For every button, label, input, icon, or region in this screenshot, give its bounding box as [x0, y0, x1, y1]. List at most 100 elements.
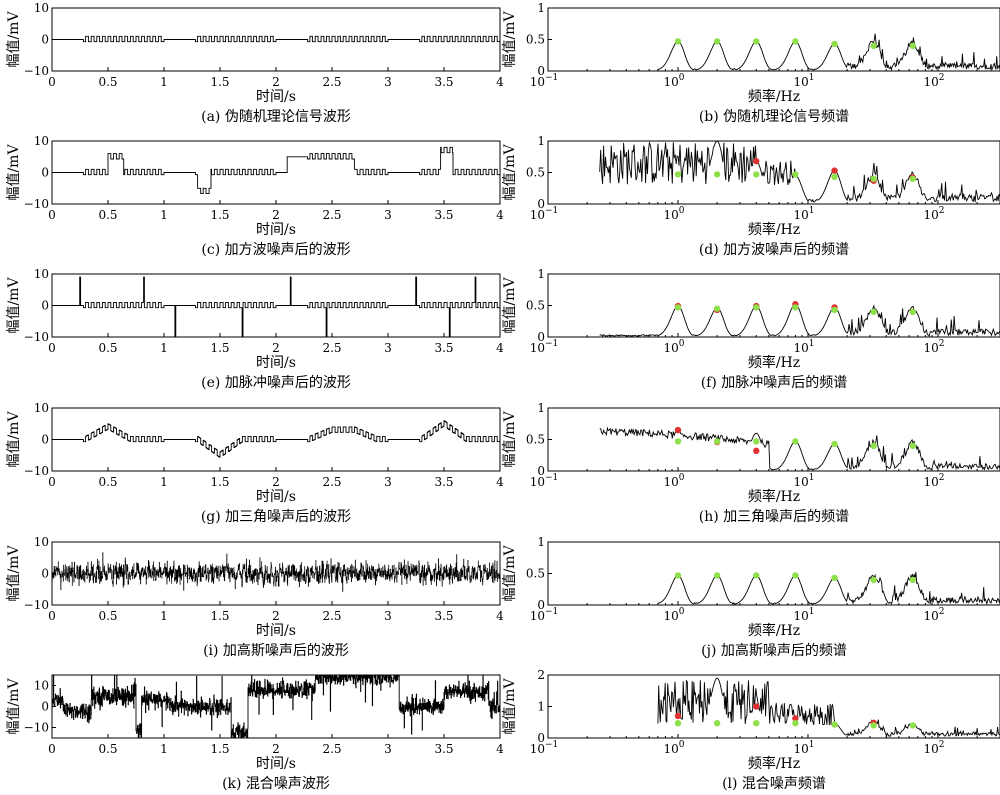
- deviated-point-h: [674, 426, 682, 434]
- reference-point-l: [753, 719, 760, 727]
- panel-caption: (a) 伪随机理论信号波形: [201, 109, 351, 125]
- y-tick-label: 10: [34, 401, 49, 415]
- y-tick-label: 1: [537, 401, 545, 415]
- reference-point-f: [831, 306, 838, 314]
- reference-point-f: [792, 304, 799, 311]
- x-tick-exponent: 2: [939, 607, 945, 617]
- x-tick-label: 1: [160, 742, 168, 756]
- x-tick-label: 101: [793, 73, 814, 89]
- x-tick-label: 102: [923, 73, 944, 89]
- x-tick-base: 10: [530, 609, 545, 623]
- x-tick-label: 1.5: [210, 609, 229, 623]
- axes-frame-l: [547, 674, 1000, 739]
- x-axis-label: 频率/Hz: [748, 354, 800, 371]
- x-axis-label: 时间/s: [256, 756, 296, 772]
- deviated-point-l: [792, 715, 799, 722]
- x-tick-label: 100: [663, 740, 684, 756]
- x-tick-label: 101: [793, 740, 814, 756]
- series-line-l: [657, 677, 1000, 738]
- x-tick-label: 100: [663, 206, 684, 222]
- y-tick-label: 10: [34, 134, 49, 148]
- x-tick-label: 100: [663, 607, 684, 623]
- y-tick-label: 0: [537, 64, 545, 78]
- x-tick-label: 3.5: [434, 609, 453, 623]
- x-tick-label: 3: [384, 609, 392, 623]
- x-tick-exponent: 1: [809, 740, 815, 750]
- panel-caption: (b) 伪随机理论信号频谱: [699, 109, 849, 125]
- x-tick-label: 2: [272, 742, 280, 756]
- x-tick-base: 10: [530, 742, 545, 756]
- x-axis-label: 频率/Hz: [748, 755, 800, 772]
- reference-point-j: [831, 574, 838, 582]
- y-tick-label: 0.5: [526, 433, 545, 447]
- x-tick-label: 10−1: [530, 473, 559, 489]
- x-tick-label: 2.5: [322, 341, 341, 355]
- x-tick-label: 10−1: [530, 206, 559, 222]
- x-tick-exponent: −1: [545, 339, 558, 349]
- y-tick-label: 1: [537, 267, 545, 281]
- series-line-j: [657, 571, 1000, 605]
- y-tick-label: 0: [41, 433, 49, 447]
- x-tick-label: 10−1: [530, 607, 559, 623]
- x-tick-label: 100: [663, 473, 684, 489]
- x-tick-label: 0: [48, 75, 56, 89]
- y-tick-label: 1: [537, 700, 545, 714]
- y-axis-label: 幅值/mV: [502, 11, 518, 68]
- x-tick-label: 0.5: [98, 341, 117, 355]
- x-tick-base: 10: [923, 742, 938, 756]
- x-tick-base: 10: [793, 75, 808, 89]
- y-tick-label: 0.5: [526, 299, 545, 313]
- x-tick-label: 1.5: [210, 742, 229, 756]
- x-axis-label: 时间/s: [256, 489, 296, 505]
- x-tick-exponent: −1: [545, 473, 558, 483]
- x-tick-exponent: 2: [939, 339, 945, 349]
- series-line-f: [599, 303, 1000, 337]
- panel-caption: (d) 加方波噪声后的频谱: [699, 242, 849, 258]
- y-tick-label: 1: [537, 134, 545, 148]
- x-tick-exponent: 1: [809, 607, 815, 617]
- x-tick-label: 3: [384, 742, 392, 756]
- y-tick-label: 0: [41, 299, 49, 313]
- x-tick-exponent: −1: [545, 206, 558, 216]
- x-tick-label: 3.5: [434, 341, 453, 355]
- reference-point-b: [831, 40, 838, 48]
- deviated-point-h: [753, 447, 760, 455]
- x-tick-label: 4: [496, 742, 504, 756]
- x-tick-exponent: −1: [545, 740, 558, 750]
- x-tick-exponent: −1: [545, 607, 558, 617]
- x-axis-label: 时间/s: [256, 89, 296, 105]
- x-tick-exponent: 1: [809, 73, 815, 83]
- x-tick-label: 0.5: [98, 75, 117, 89]
- x-tick-label: 101: [793, 339, 814, 355]
- y-tick-label: −10: [24, 197, 49, 211]
- x-tick-label: 101: [793, 607, 814, 623]
- x-tick-base: 10: [663, 609, 678, 623]
- x-tick-base: 10: [530, 341, 545, 355]
- reference-point-d: [713, 171, 721, 178]
- y-axis-label: 幅值/mV: [6, 411, 22, 468]
- x-tick-label: 4: [496, 609, 504, 623]
- x-tick-base: 10: [663, 208, 678, 222]
- reference-point-f: [870, 308, 877, 315]
- x-tick-label: 1.5: [210, 75, 229, 89]
- y-tick-label: 10: [34, 535, 49, 549]
- x-tick-label: 10−1: [530, 339, 559, 355]
- series-line-g: [52, 420, 500, 458]
- y-tick-label: −10: [24, 330, 49, 344]
- x-tick-label: 1.5: [210, 208, 229, 222]
- x-tick-base: 10: [793, 742, 808, 756]
- x-tick-label: 1.5: [210, 475, 229, 489]
- panel-k: 10 0 −10 0 0.5 1 1.5 2 2.5 3 3.5 4 幅值/mV 时间/s (k) 混合噪声…: [6, 674, 504, 792]
- x-tick-exponent: 0: [679, 607, 685, 617]
- y-tick-label: 1: [537, 535, 545, 549]
- y-tick-label: 0: [537, 598, 545, 612]
- reference-point-d: [753, 171, 760, 178]
- x-tick-label: 3.5: [434, 75, 453, 89]
- x-tick-label: 2.5: [322, 742, 341, 756]
